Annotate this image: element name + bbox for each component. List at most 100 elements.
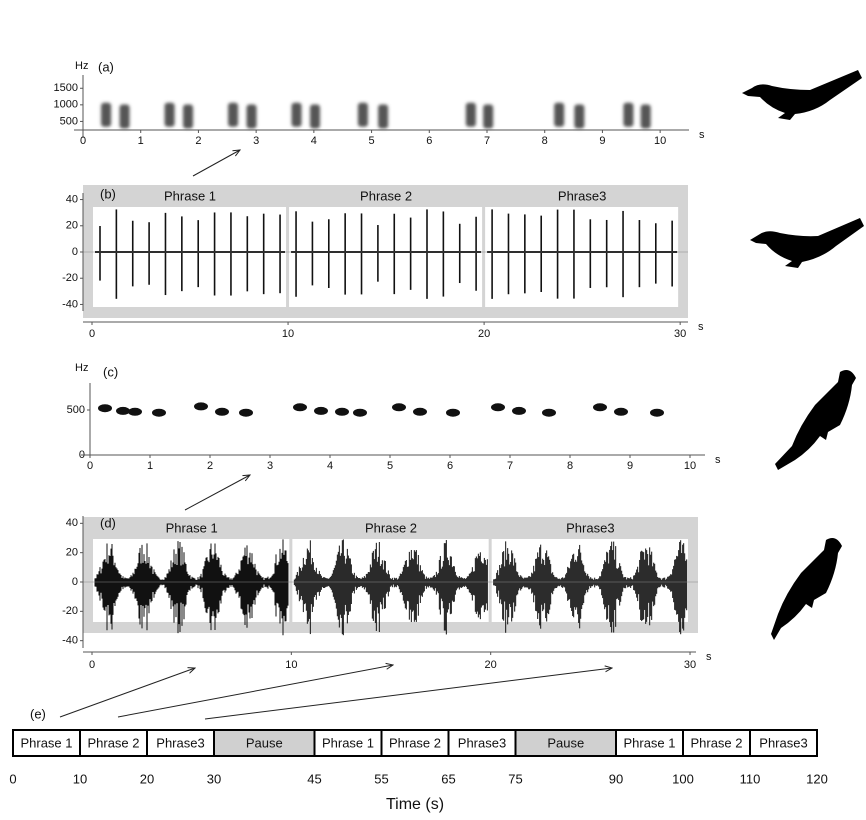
phrase-box [93, 207, 286, 307]
syllable [623, 103, 633, 127]
arrow [185, 475, 250, 510]
x-tick-label: 30 [684, 659, 696, 671]
y-tick-label: 40 [66, 193, 78, 205]
x-axis-label: s [698, 321, 704, 333]
y-tick-label: -40 [62, 635, 78, 647]
syllable [116, 407, 130, 415]
syllable [392, 403, 406, 411]
x-tick-label: 10 [654, 135, 666, 147]
phrase-label: Phrase 2 [365, 520, 417, 535]
arrow [118, 665, 393, 717]
syllable [446, 409, 460, 417]
x-tick-label: 7 [484, 135, 490, 147]
syllable [293, 403, 307, 411]
y-tick-label: 20 [66, 547, 78, 559]
syllable [247, 104, 257, 128]
x-tick-label: 65 [441, 771, 455, 786]
x-tick-label: 0 [80, 135, 86, 147]
panel-label: (c) [103, 364, 118, 379]
syllable [491, 403, 505, 411]
segment-label: Phrase 1 [322, 735, 374, 750]
phrase-label: Phrase3 [566, 520, 614, 535]
x-tick-label: 2 [195, 135, 201, 147]
y-tick-label: 40 [66, 517, 78, 529]
x-tick-label: 10 [282, 328, 294, 340]
x-tick-label: 20 [478, 328, 490, 340]
x-tick-label: 55 [374, 771, 388, 786]
x-tick-label: 10 [684, 460, 696, 472]
arrow [60, 668, 195, 717]
x-tick-label: 4 [311, 135, 317, 147]
syllable [152, 409, 166, 417]
segment-label: Phrase 2 [87, 735, 139, 750]
x-tick-label: 6 [426, 135, 432, 147]
x-tick-label: 0 [89, 328, 95, 340]
syllable [194, 402, 208, 410]
phrase-box [485, 207, 678, 307]
phrase-label: Phrase 1 [164, 188, 216, 203]
panel-label: (d) [100, 515, 116, 530]
x-axis-label: s [706, 651, 712, 663]
segment-label: Phrase3 [156, 735, 204, 750]
segment-label: Phrase 1 [20, 735, 72, 750]
x-tick-label: 0 [9, 771, 16, 786]
syllable [165, 103, 175, 127]
syllable [641, 104, 651, 128]
segment-label: Phrase 2 [389, 735, 441, 750]
y-tick-label: 1500 [54, 82, 78, 94]
syllable [542, 409, 556, 417]
x-tick-label: 1 [138, 135, 144, 147]
syllable [98, 404, 112, 412]
syllable [215, 408, 229, 416]
arrow [205, 668, 612, 719]
syllable [353, 409, 367, 417]
dove-silhouette [775, 370, 856, 470]
x-tick-label: 0 [87, 460, 93, 472]
phrase-box [289, 207, 482, 307]
x-tick-label: 1 [147, 460, 153, 472]
syllable [650, 409, 664, 417]
x-tick-label: 90 [609, 771, 623, 786]
x-tick-label: 30 [207, 771, 221, 786]
figure: 50010001500012345678910sHz(a)Phrase 1Phr… [0, 0, 866, 820]
syllable [120, 104, 130, 128]
x-tick-label: 10 [73, 771, 87, 786]
x-tick-label: 6 [447, 460, 453, 472]
x-tick-label: 20 [140, 771, 154, 786]
segment-label: Pause [547, 735, 584, 750]
phrase-label: Phrase3 [558, 188, 606, 203]
syllable [574, 104, 584, 128]
x-tick-label: 10 [285, 659, 297, 671]
x-tick-label: 3 [253, 135, 259, 147]
x-tick-label: 9 [627, 460, 633, 472]
y-axis-label: Hz [75, 362, 88, 374]
y-tick-label: 0 [72, 576, 78, 588]
panel-label: (a) [98, 59, 114, 74]
syllable [614, 408, 628, 416]
x-axis-label: Time (s) [386, 796, 444, 813]
y-tick-label: 500 [60, 115, 78, 127]
x-tick-label: 2 [207, 460, 213, 472]
x-tick-label: 7 [507, 460, 513, 472]
segment-label: Phrase3 [759, 735, 807, 750]
segment-label: Phrase 1 [623, 735, 675, 750]
syllable [466, 103, 476, 127]
x-tick-label: 4 [327, 460, 333, 472]
x-tick-label: 5 [369, 135, 375, 147]
segment-label: Phrase3 [458, 735, 506, 750]
x-tick-label: 8 [567, 460, 573, 472]
y-tick-label: 20 [66, 220, 78, 232]
x-tick-label: 110 [740, 771, 761, 786]
panel-label: (b) [100, 186, 116, 201]
x-tick-label: 0 [89, 659, 95, 671]
x-tick-label: 45 [307, 771, 321, 786]
y-axis-label: Hz [75, 60, 88, 72]
syllable [554, 103, 564, 127]
segment-label: Pause [246, 735, 283, 750]
syllable [128, 408, 142, 416]
syllable [183, 104, 193, 128]
syllable [512, 407, 526, 415]
syllable [239, 409, 253, 417]
x-tick-label: 120 [806, 771, 828, 786]
syllable [101, 103, 111, 127]
